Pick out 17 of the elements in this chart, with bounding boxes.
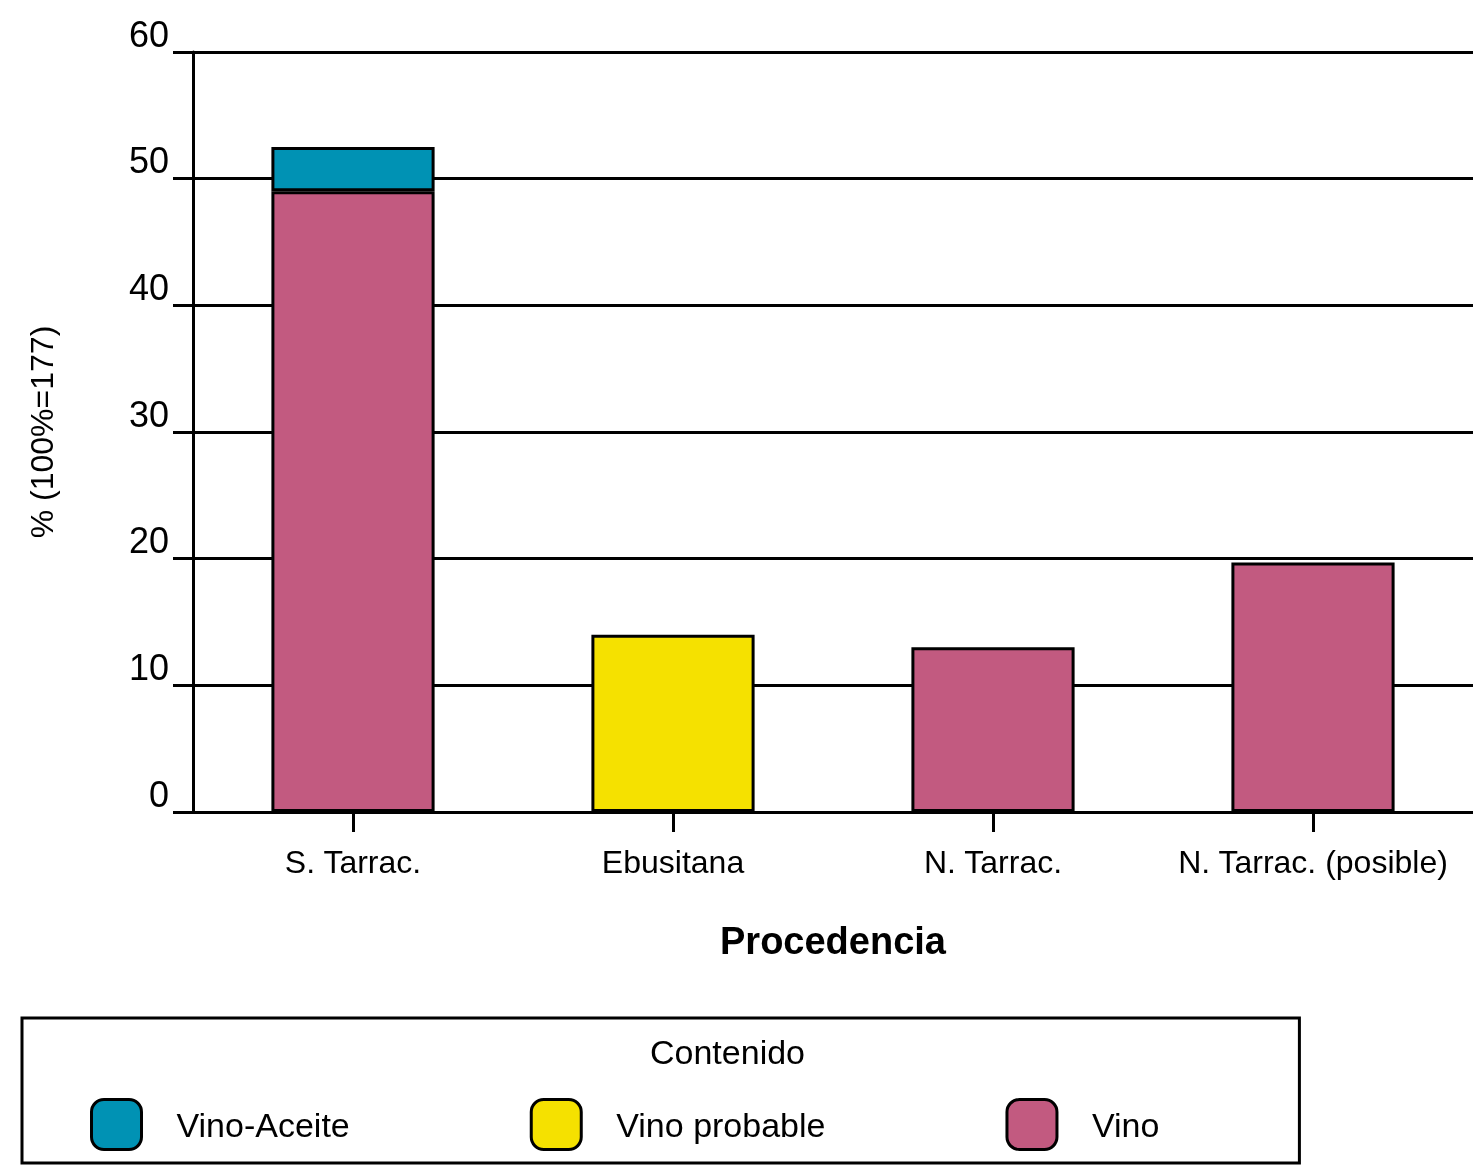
- y-axis-title: % (100%=177): [24, 325, 60, 539]
- x-axis-title: Procedencia: [720, 920, 947, 962]
- legend-title: Contenido: [650, 1033, 806, 1071]
- x-tick-label: N. Tarrac. (posible): [1178, 844, 1448, 880]
- y-tick-label: 50: [128, 140, 169, 182]
- y-tick-label: 30: [128, 393, 169, 435]
- x-tick-label: S. Tarrac.: [284, 844, 422, 880]
- legend-label: Vino probable: [616, 1105, 826, 1144]
- y-tick-label: 60: [128, 13, 169, 55]
- y-tick-label: 40: [128, 266, 169, 308]
- x-tick-label: Ebusitana: [601, 844, 745, 880]
- x-tick-label: N. Tarrac.: [923, 844, 1063, 880]
- y-tick-label: 10: [128, 646, 169, 688]
- legend-label: Vino-Aceite: [176, 1105, 350, 1144]
- y-tick-label: 20: [128, 520, 169, 562]
- legend-label: Vino: [1091, 1105, 1160, 1144]
- y-tick-label: 0: [148, 773, 169, 815]
